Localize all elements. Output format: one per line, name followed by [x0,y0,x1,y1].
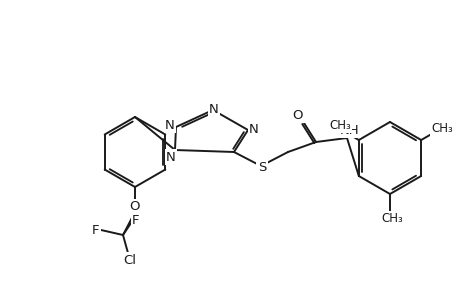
Text: F: F [92,224,100,236]
Text: Cl: Cl [123,254,136,266]
Text: N: N [166,151,175,164]
Text: N: N [209,103,218,116]
Text: CH₃: CH₃ [430,122,452,134]
Text: F: F [132,214,140,226]
Text: CH₃: CH₃ [329,118,350,131]
Text: O: O [292,109,302,122]
Text: NH: NH [340,124,359,136]
Text: S: S [257,160,266,173]
Text: N: N [165,118,174,131]
Text: CH₃: CH₃ [381,212,402,226]
Text: N: N [249,122,258,136]
Text: O: O [129,200,140,214]
